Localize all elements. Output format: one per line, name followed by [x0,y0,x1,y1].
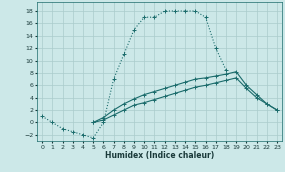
X-axis label: Humidex (Indice chaleur): Humidex (Indice chaleur) [105,151,214,160]
